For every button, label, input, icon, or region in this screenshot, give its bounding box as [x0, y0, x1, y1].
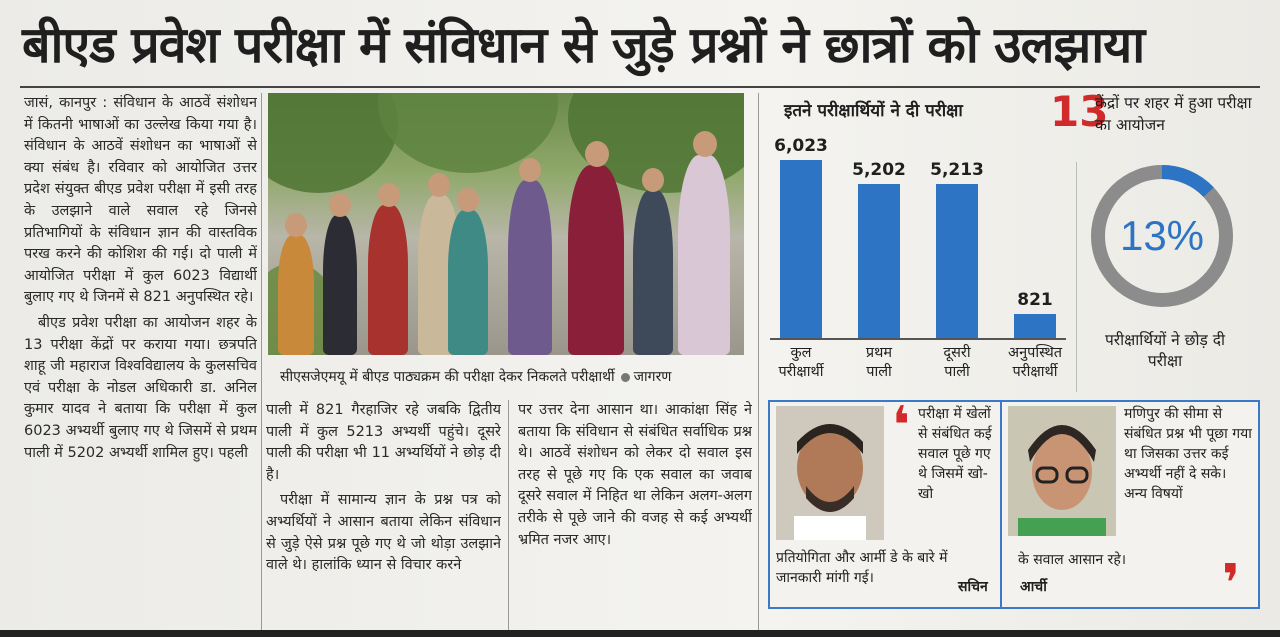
gauge-label: परीक्षार्थियों ने छोड़ दी परीक्षा	[1104, 331, 1225, 370]
article-column-3: पर उत्तर देना आसान था। आकांक्षा सिंह ने …	[518, 400, 752, 630]
portrait-sachin	[776, 406, 884, 540]
category-line: कुल	[790, 345, 812, 361]
bar-3	[1014, 314, 1056, 338]
centers-text: केंद्रों पर शहर में हुआ परीक्षा का आयोजन	[1095, 94, 1252, 134]
infographic-divider	[1076, 162, 1077, 392]
article-paragraph: बीएड प्रवेश परीक्षा का आयोजन शहर के 13 प…	[24, 314, 257, 461]
quote-text-bottom: के सवाल आसान रहे।	[1018, 552, 1127, 568]
quote-name: आर्ची	[1020, 579, 1047, 595]
portrait-archi	[1008, 406, 1116, 536]
category-line: दूसरी	[943, 345, 971, 361]
quote-mark-icon: ❜	[1222, 554, 1241, 614]
article-column-1: जासं, कानपुर : संविधान के आठवें संशोधन म…	[24, 93, 257, 633]
quote-text-top: परीक्षा में खेलों से संबंधित कई सवाल पूछ…	[918, 406, 992, 502]
bar-value-label: 6,023	[774, 136, 828, 156]
gauge-fill	[1161, 165, 1214, 198]
article-paragraph: पाली में 821 गैरहाजिर रहे जबकि द्वितीय प…	[266, 402, 501, 483]
page-bottom-strip	[0, 630, 1280, 637]
article-paragraph: परीक्षा में सामान्य ज्ञान के प्रश्न पत्र…	[266, 492, 501, 574]
category-line: पाली	[944, 364, 970, 380]
bar-0	[780, 160, 822, 338]
bar-category-label: अनुपस्थित परीक्षार्थी	[992, 344, 1078, 382]
chart-baseline	[770, 338, 1066, 340]
category-line: अनुपस्थित	[1008, 345, 1062, 361]
gauge-value: 13%	[1120, 212, 1204, 259]
quote-text-top: मणिपुर की सीमा से संबंधित प्रश्न भी पूछा…	[1124, 406, 1252, 502]
caption-text: सीएसजेएमयू में बीएड पाठ्यक्रम की परीक्षा…	[280, 369, 615, 385]
photo-credit: जागरण	[633, 369, 672, 385]
column-divider	[261, 93, 262, 630]
column-divider	[758, 93, 759, 630]
quote-box-archi: मणिपुर की सीमा से संबंधित प्रश्न भी पूछा…	[1000, 400, 1260, 614]
category-line: प्रथम	[865, 345, 893, 361]
quote-mark-icon: ❛	[892, 396, 911, 456]
quote-text-bottom: प्रतियोगिता और आर्मी डे के बारे में जानक…	[776, 550, 948, 586]
bar-2	[936, 184, 978, 338]
headline: बीएड प्रवेश परीक्षा में संविधान से जुड़े…	[22, 16, 1145, 74]
centers-count: 13	[1050, 87, 1109, 136]
bar-category-label: प्रथम पाली	[836, 344, 922, 382]
bar-category-label: कुल परीक्षार्थी	[758, 344, 844, 382]
bar-value-label: 821	[1017, 290, 1053, 310]
article-column-2: पाली में 821 गैरहाजिर रहे जबकि द्वितीय प…	[266, 400, 501, 630]
infographic-title: इतने परीक्षार्थियों ने दी परीक्षा	[784, 101, 963, 121]
caption-dot-icon	[620, 372, 630, 382]
bar-value-label: 5,202	[852, 160, 906, 180]
category-line: परीक्षार्थी	[778, 364, 824, 380]
news-photo	[268, 93, 744, 355]
quote-box-sachin: ❛ परीक्षा में खेलों से संबंधित कई सवाल प…	[768, 400, 1002, 609]
category-line: परीक्षार्थी	[1012, 364, 1058, 380]
headline-rule	[20, 86, 1260, 88]
quote-name: सचिन	[958, 579, 988, 595]
article-paragraph: पर उत्तर देना आसान था। आकांक्षा सिंह ने …	[518, 402, 752, 548]
category-line: पाली	[866, 364, 892, 380]
bar-value-label: 5,213	[930, 160, 984, 180]
article-paragraph: जासं, कानपुर : संविधान के आठवें संशोधन म…	[24, 95, 257, 306]
bar-1	[858, 184, 900, 338]
percentage-gauge: 13%	[1091, 165, 1233, 307]
bar-category-label: दूसरी पाली	[914, 344, 1000, 382]
photo-caption: सीएसजेएमयू में बीएड पाठ्यक्रम की परीक्षा…	[280, 367, 740, 386]
exam-bar-chart: 6,023 कुल परीक्षार्थी 5,202 प्रथम पाली 5,213 दू…	[770, 130, 1070, 395]
column-divider	[508, 400, 509, 630]
